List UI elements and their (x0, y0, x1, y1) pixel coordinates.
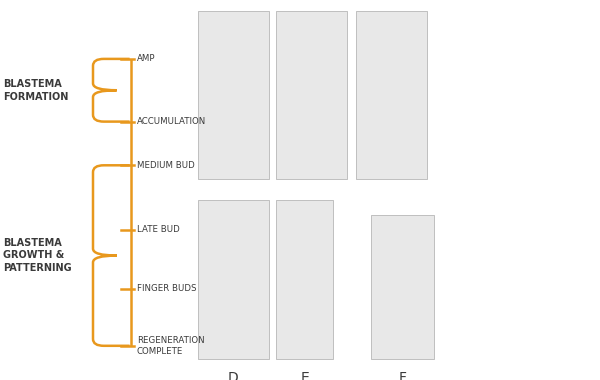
Text: D: D (228, 370, 239, 380)
Text: BLASTEMA
GROWTH &
PATTERNING: BLASTEMA GROWTH & PATTERNING (3, 238, 71, 273)
Text: E: E (300, 370, 309, 380)
Text: ACCUMULATION: ACCUMULATION (137, 117, 206, 126)
Text: B: B (307, 0, 316, 2)
Text: AMP: AMP (137, 54, 155, 63)
Bar (198, 200, 269, 359)
Bar (356, 11, 427, 179)
Text: C: C (387, 0, 397, 2)
Bar (371, 215, 434, 359)
Text: REGENERATION
COMPLETE: REGENERATION COMPLETE (137, 336, 205, 356)
Bar (276, 11, 347, 179)
Bar (198, 11, 269, 179)
Text: F: F (398, 370, 406, 380)
Text: MEDIUM BUD: MEDIUM BUD (137, 161, 194, 170)
Bar (276, 200, 333, 359)
Text: LATE BUD: LATE BUD (137, 225, 179, 234)
Text: FINGER BUDS: FINGER BUDS (137, 284, 196, 293)
Text: A: A (229, 0, 238, 2)
Text: BLASTEMA
FORMATION: BLASTEMA FORMATION (3, 79, 68, 101)
